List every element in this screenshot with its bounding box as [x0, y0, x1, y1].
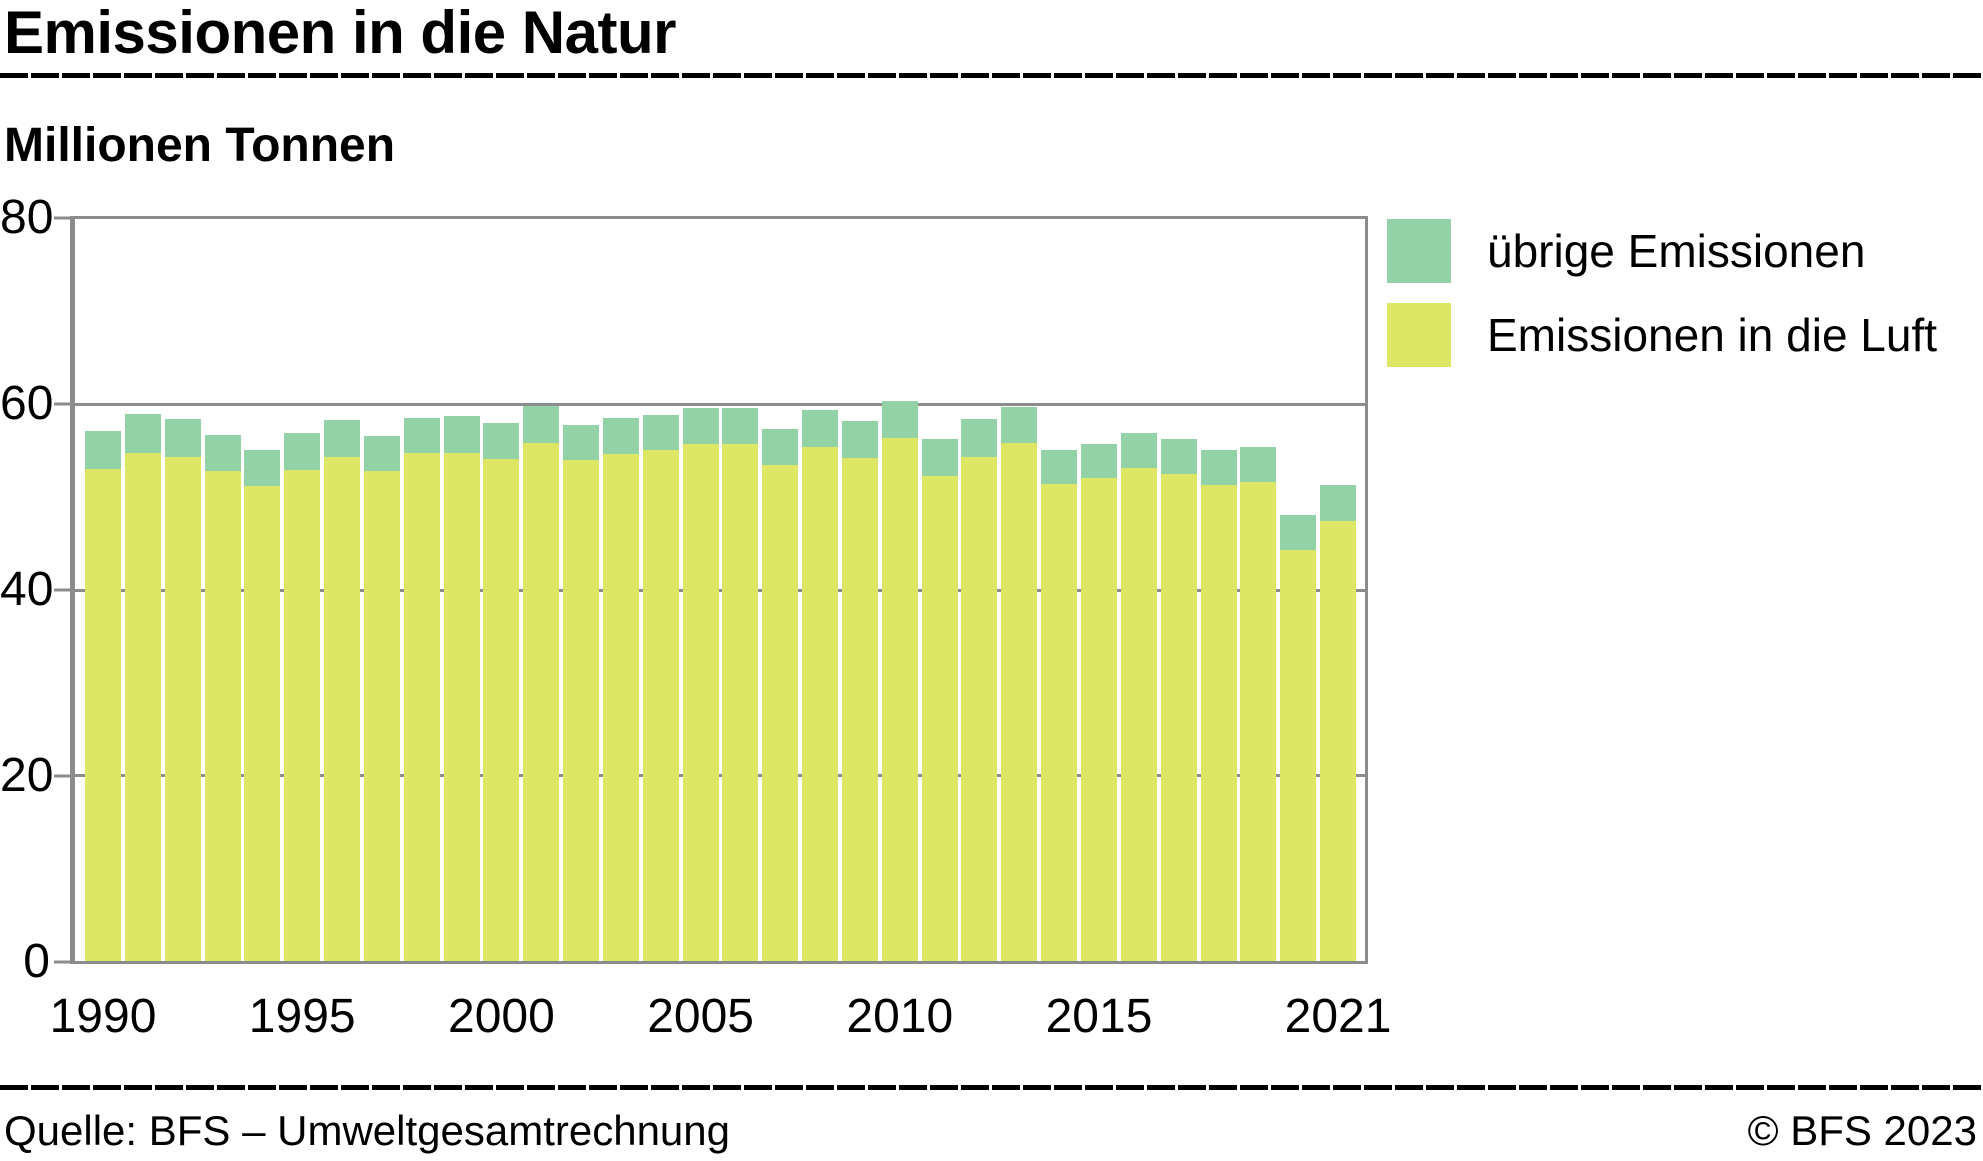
bar-2001-uebrige: [523, 406, 560, 443]
bar-2000-luft: [483, 459, 520, 961]
bar-2005-uebrige: [682, 408, 719, 445]
bar-1995-luft: [284, 470, 321, 961]
bar-1991-luft: [124, 452, 161, 961]
bar-2018-luft: [1200, 485, 1237, 961]
gridline-40: [75, 588, 1365, 592]
bar-2011-luft: [921, 475, 958, 961]
bar-1994-uebrige: [244, 449, 281, 487]
bar-2004-luft: [642, 449, 679, 961]
page-title: Emissionen in die Natur: [4, 0, 676, 66]
bar-2005-luft: [682, 444, 719, 961]
bar-2016-luft: [1120, 467, 1157, 961]
x-tick-label-1990: 1990: [49, 990, 157, 1043]
bar-2008-uebrige: [802, 410, 839, 448]
legend-item-uebrige-emissionen: übrige Emissionen: [1387, 219, 1865, 283]
bar-2017-uebrige: [1160, 438, 1197, 475]
y-tick-label-80: 80: [0, 190, 54, 244]
bar-2012-uebrige: [961, 419, 998, 458]
copyright-text: © BFS 2023: [1747, 1107, 1977, 1154]
footer-divider-line: [0, 1085, 1983, 1090]
bar-1991-uebrige: [124, 413, 161, 453]
x-tick-label-2005: 2005: [647, 990, 754, 1043]
bar-1992-uebrige: [164, 419, 201, 458]
bar-2007-luft: [762, 464, 799, 961]
bar-1997-luft: [363, 471, 400, 961]
bar-2019-uebrige: [1240, 447, 1277, 483]
x-tick-label-2015: 2015: [1045, 990, 1153, 1043]
bar-1990-uebrige: [85, 431, 121, 470]
bar-2000-uebrige: [483, 423, 520, 460]
bar-2009-luft: [841, 458, 878, 961]
legend-label: übrige Emissionen: [1487, 225, 1866, 277]
legend-swatch-uebrige-emissionen: [1387, 219, 1451, 283]
y-tick-mark-60: [54, 402, 71, 405]
bar-1995-uebrige: [284, 433, 321, 471]
legend-item-emissionen-luft: Emissionen in die Luft: [1387, 303, 1937, 367]
bar-2011-uebrige: [921, 438, 958, 476]
y-tick-label-20: 20: [0, 748, 54, 802]
bar-1996-uebrige: [324, 420, 361, 458]
x-tick-label-2000: 2000: [448, 990, 555, 1043]
y-tick-mark-20: [54, 774, 71, 777]
bar-1993-luft: [204, 471, 241, 961]
bar-2002-uebrige: [563, 424, 600, 461]
plot-area: [70, 216, 1368, 964]
bar-2020-uebrige: [1280, 514, 1317, 551]
bar-2010-uebrige: [881, 400, 918, 438]
bar-1998-luft: [403, 452, 440, 961]
y-tick-mark-40: [54, 588, 71, 591]
legend-swatch-emissionen-luft: [1387, 303, 1451, 367]
x-tick-label-2010: 2010: [846, 990, 954, 1043]
bar-2018-uebrige: [1200, 449, 1237, 486]
bar-2017-luft: [1160, 474, 1197, 961]
bar-2003-uebrige: [602, 417, 639, 454]
bar-1997-uebrige: [363, 436, 400, 472]
y-tick-mark-80: [54, 216, 71, 219]
bar-1999-luft: [443, 452, 480, 961]
gridline-20: [75, 774, 1365, 777]
bar-2001-luft: [523, 442, 560, 961]
bar-1998-uebrige: [403, 418, 440, 453]
bar-1993-uebrige: [204, 435, 241, 472]
bar-2021-luft: [1320, 521, 1357, 961]
y-tick-label-40: 40: [0, 562, 54, 616]
bar-1992-luft: [164, 457, 201, 961]
bar-2015-uebrige: [1081, 444, 1117, 478]
bar-1990-luft: [85, 469, 121, 961]
bar-2013-luft: [1001, 442, 1038, 961]
gridline-60: [75, 403, 1365, 406]
bar-2003-luft: [602, 453, 639, 961]
x-tick-label-2021: 2021: [1284, 990, 1392, 1043]
bar-2008-luft: [802, 447, 839, 961]
legend-label: Emissionen in die Luft: [1487, 309, 1938, 361]
bar-2004-uebrige: [642, 414, 679, 450]
bar-2012-luft: [961, 457, 998, 961]
y-tick-label-0: 0: [23, 934, 50, 988]
bar-1994-luft: [244, 486, 281, 961]
bar-2007-uebrige: [762, 428, 799, 465]
bar-2019-luft: [1240, 482, 1277, 961]
bar-2002-luft: [563, 460, 600, 961]
x-tick-label-1995: 1995: [248, 990, 356, 1043]
bar-2006-luft: [722, 444, 759, 961]
y-tick-mark-0: [54, 960, 71, 963]
bar-2009-uebrige: [841, 421, 878, 459]
bar-2014-uebrige: [1041, 449, 1078, 485]
bar-1999-uebrige: [443, 415, 480, 453]
bar-2010-luft: [881, 437, 918, 961]
y-axis-unit-label: Millionen Tonnen: [4, 119, 396, 172]
bar-2015-luft: [1081, 477, 1117, 961]
bar-1996-luft: [324, 457, 361, 961]
bar-2016-uebrige: [1120, 433, 1157, 468]
y-tick-label-60: 60: [0, 376, 54, 430]
bar-2013-uebrige: [1001, 407, 1038, 443]
bar-2014-luft: [1041, 484, 1078, 961]
bar-2020-luft: [1280, 550, 1317, 961]
plot-inner: [75, 219, 1365, 961]
title-divider-line: [0, 73, 1983, 78]
source-text: Quelle: BFS – Umweltgesamtrechnung: [4, 1107, 730, 1154]
bar-2006-uebrige: [722, 408, 759, 445]
bar-2021-uebrige: [1320, 485, 1357, 522]
